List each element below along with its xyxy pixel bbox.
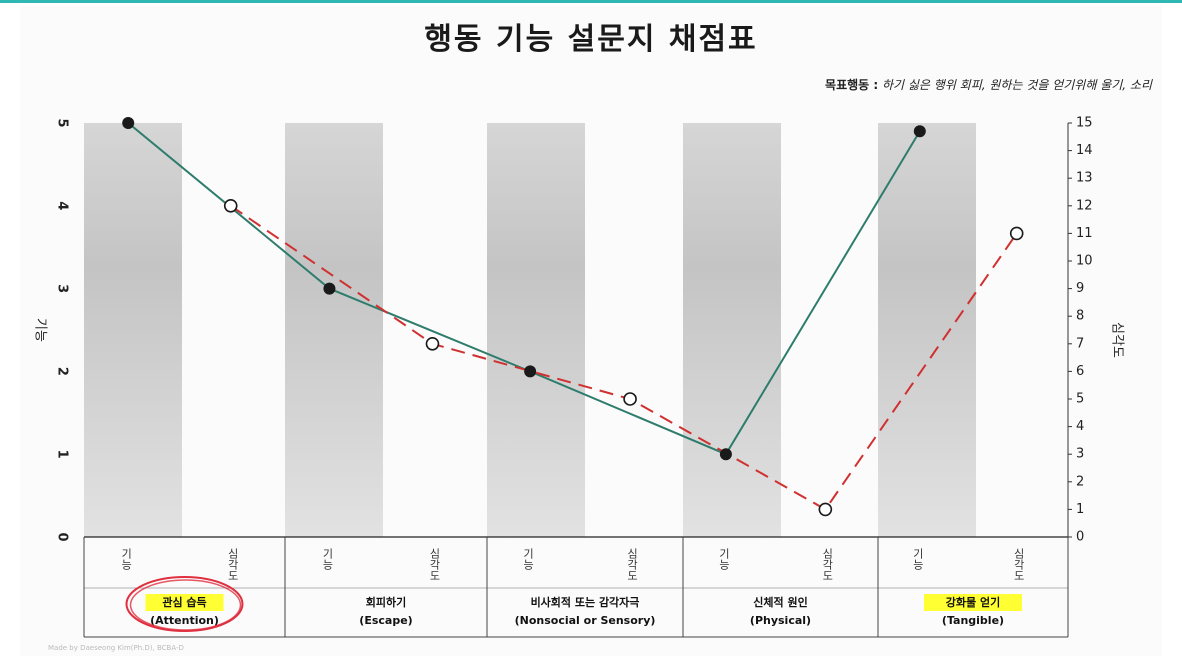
sub-label-function: 기능	[911, 548, 924, 570]
function-point	[323, 282, 336, 295]
left-axis-tick: 2	[55, 367, 70, 376]
right-axis-tick: 13	[1076, 171, 1093, 186]
sub-label-severity: 심각도	[428, 548, 441, 581]
right-axis-tick: 3	[1076, 447, 1084, 462]
right-axis-tick: 9	[1076, 281, 1084, 296]
category-highlight	[145, 594, 224, 611]
series-points	[122, 117, 1024, 517]
page-title: 행동 기능 설문지 채점표	[424, 22, 758, 57]
severity-point	[818, 502, 833, 517]
right-axis-tick: 4	[1076, 419, 1084, 434]
category-bar	[487, 123, 585, 537]
left-axis-label: 기능	[33, 318, 48, 342]
left-axis-tick: 4	[55, 201, 70, 210]
category-english: (Attention)	[150, 614, 219, 627]
right-axis-tick: 0	[1076, 530, 1084, 545]
category-name: 신체적 원인	[753, 595, 807, 609]
severity-point	[623, 392, 637, 406]
right-axis-tick: 5	[1076, 392, 1084, 407]
right-axis-label: 심각도	[1110, 322, 1125, 358]
category-circle-annotation	[125, 576, 244, 632]
function-point	[913, 125, 926, 138]
target-behavior-text: 하기 싫은 행위 회피, 원하는 것을 얻기위해 울기, 소리	[882, 78, 1152, 92]
sub-label-function: 기능	[717, 548, 730, 570]
category-english: (Physical)	[750, 614, 811, 627]
footer-credit: Made by Daeseong Kim(Ph.D), BCBA-D	[48, 644, 184, 652]
category-english: (Escape)	[359, 614, 412, 627]
right-axis-tick: 10	[1076, 254, 1093, 269]
left-axis-tick: 5	[55, 118, 70, 127]
category-english: (Nonsocial or Sensory)	[515, 614, 656, 627]
right-axis-tick: 15	[1076, 116, 1093, 131]
sub-label-function: 기능	[120, 548, 133, 570]
right-axis-tick: 7	[1076, 336, 1084, 351]
category-bar	[285, 123, 383, 537]
right-axis-tick: 11	[1076, 226, 1093, 241]
category-name: 비사회적 또는 감각자극	[531, 595, 640, 609]
sub-label-severity: 심각도	[1012, 548, 1025, 581]
severity-point	[1009, 226, 1024, 241]
sub-label-severity: 심각도	[626, 548, 639, 581]
category-bar	[878, 123, 976, 537]
category-name: 강화물 얻기	[946, 595, 1000, 609]
category-highlight	[924, 594, 1022, 611]
left-axis-tick: 3	[55, 284, 70, 293]
function-point	[719, 448, 732, 461]
right-axis-tick: 1	[1076, 502, 1084, 517]
sub-label-severity: 심각도	[821, 548, 834, 581]
category-english: (Tangible)	[942, 614, 1004, 627]
right-axis-tick: 14	[1076, 143, 1093, 158]
sub-label-function: 기능	[321, 548, 334, 570]
background-bars	[84, 123, 976, 537]
target-behavior-label: 목표행동 :	[825, 78, 879, 92]
right-axis-tick: 2	[1076, 474, 1084, 489]
severity-point	[425, 336, 440, 351]
category-bar	[683, 123, 781, 537]
left-axis-tick: 1	[55, 450, 70, 459]
sub-label-severity: 심각도	[226, 548, 239, 581]
sub-label-function: 기능	[522, 548, 535, 570]
function-point	[524, 365, 537, 378]
right-axis-tick: 12	[1076, 198, 1093, 213]
category-bar	[84, 123, 182, 537]
target-behavior: 목표행동 : 하기 싫은 행위 회피, 원하는 것을 얻기위해 울기, 소리	[825, 76, 1152, 93]
category-name: 회피하기	[366, 595, 406, 609]
function-point	[122, 117, 135, 129]
severity-point	[223, 199, 238, 213]
category-circle-annotation	[129, 579, 242, 631]
right-axis-tick: 8	[1076, 309, 1084, 324]
top-border	[0, 0, 1182, 3]
left-axis-tick: 0	[55, 532, 70, 541]
right-axis-tick: 6	[1076, 364, 1084, 379]
category-name: 관심 습득	[162, 595, 206, 609]
